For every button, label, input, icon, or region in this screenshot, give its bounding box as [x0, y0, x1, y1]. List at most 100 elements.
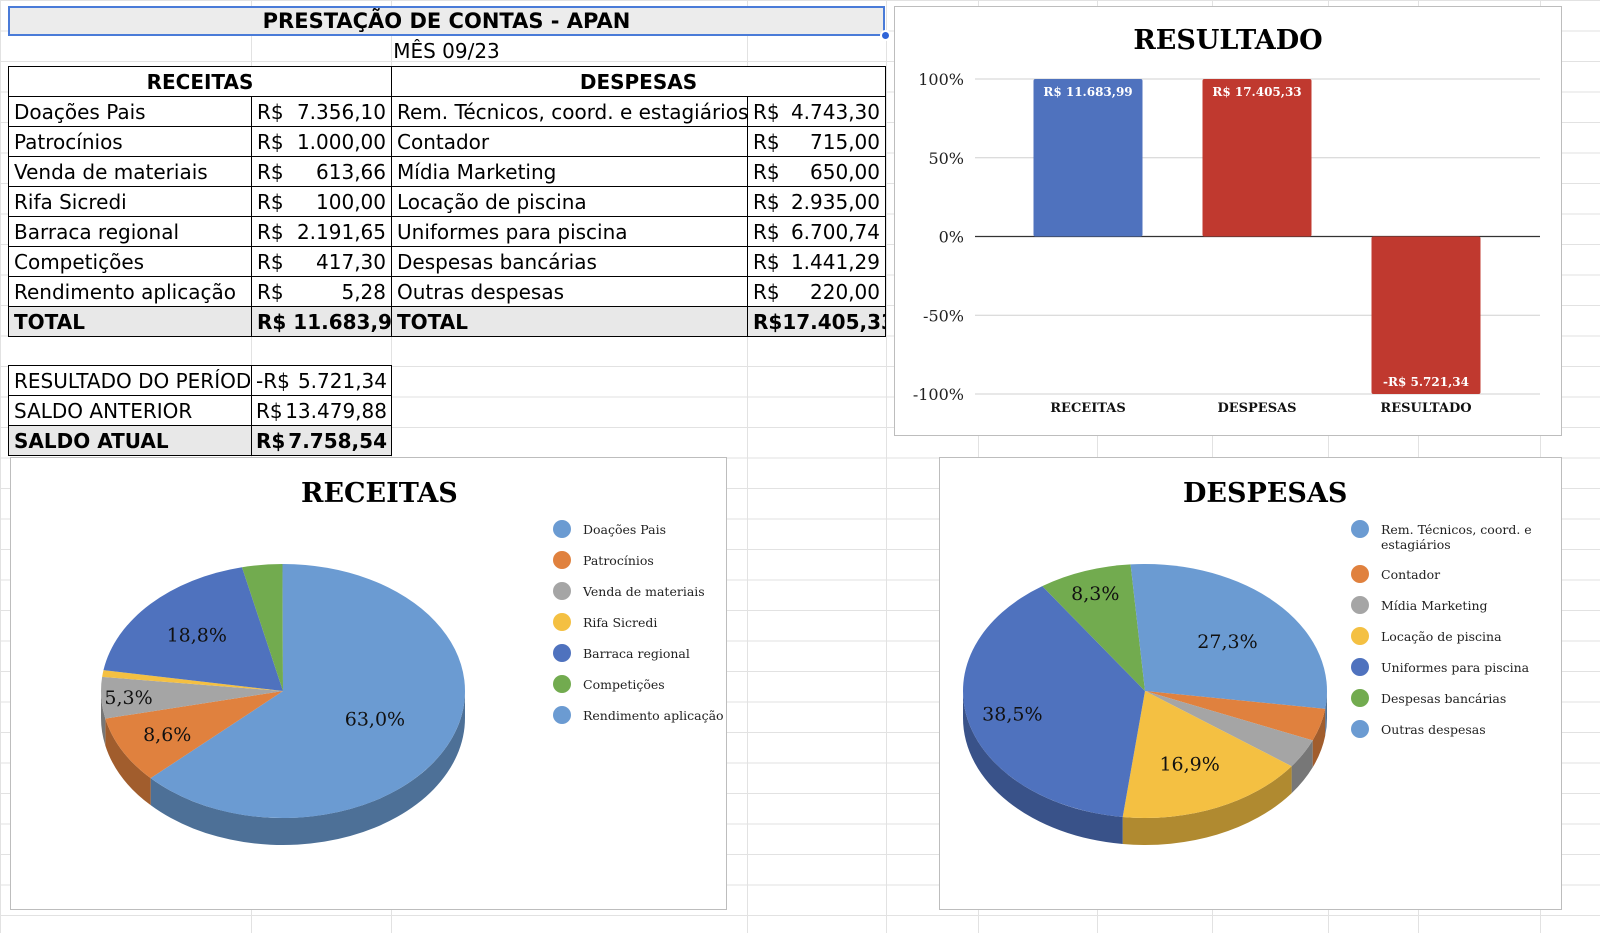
legend-item[interactable]: Patrocínios — [553, 551, 728, 569]
selection-handle[interactable] — [880, 30, 891, 41]
despesa-label[interactable]: Uniformes para piscina — [391, 216, 748, 247]
receita-value[interactable]: R$ 613,66 — [251, 156, 392, 187]
summary-label[interactable]: SALDO ATUAL — [8, 425, 252, 456]
currency-symbol: R$ — [753, 220, 780, 244]
currency-symbol: R$ — [257, 250, 284, 274]
pie-slice-label: 8,3% — [1071, 583, 1119, 605]
currency-symbol: R$ — [257, 280, 284, 304]
y-tick-label: 50% — [928, 149, 964, 168]
summary-label[interactable]: SALDO ANTERIOR — [8, 395, 252, 426]
despesa-value[interactable]: R$ 1.441,29 — [747, 246, 886, 277]
despesa-value[interactable]: R$ 220,00 — [747, 276, 886, 307]
total-despesas-label[interactable]: TOTAL — [391, 306, 748, 337]
pie-slice — [282, 564, 283, 691]
currency-symbol: R$ — [753, 160, 780, 184]
amount: 6.700,74 — [790, 220, 880, 244]
summary-value[interactable]: R$ 7.758,54 — [251, 425, 392, 456]
receita-label[interactable]: Patrocínios — [8, 126, 252, 157]
despesa-value[interactable]: R$ 6.700,74 — [747, 216, 886, 247]
despesa-value[interactable]: R$ 715,00 — [747, 126, 886, 157]
amount: 220,00 — [810, 280, 880, 304]
pie-slice — [103, 567, 283, 691]
legend-swatch — [553, 582, 571, 600]
summary-value[interactable]: -R$ 5.721,34 — [251, 365, 392, 396]
receita-value[interactable]: R$ 7.356,10 — [251, 96, 392, 127]
currency-symbol: R$ — [256, 429, 286, 453]
receita-label[interactable]: Competições — [8, 246, 252, 277]
receita-value[interactable]: R$ 2.191,65 — [251, 216, 392, 247]
legend-item[interactable]: Outras despesas — [1351, 720, 1556, 738]
pie-slice — [241, 564, 283, 691]
legend-swatch — [1351, 689, 1369, 707]
receita-label[interactable]: Doações Pais — [8, 96, 252, 127]
legend-item[interactable]: Locação de piscina — [1351, 627, 1556, 645]
summary-label[interactable]: RESULTADO DO PERÍODO — [8, 365, 252, 396]
amount: 7.758,54 — [288, 429, 387, 453]
legend-item[interactable]: Contador — [1351, 565, 1556, 583]
summary-value[interactable]: R$ 13.479,88 — [251, 395, 392, 426]
legend-swatch — [553, 644, 571, 662]
receita-value[interactable]: R$ 100,00 — [251, 186, 392, 217]
legend-item[interactable]: Rendimento aplicação — [553, 706, 728, 724]
legend-label: Competições — [583, 677, 665, 692]
pie-slice — [1042, 564, 1145, 691]
legend-label: Patrocínios — [583, 553, 654, 568]
chart-title: RECEITAS — [301, 478, 458, 509]
despesa-label[interactable]: Outras despesas — [391, 276, 748, 307]
y-tick-label: 100% — [918, 70, 964, 89]
pie-slice — [1145, 564, 1327, 709]
total-receitas-value[interactable]: R$ 11.683,99 — [251, 306, 392, 337]
legend-item[interactable]: Barraca regional — [553, 644, 728, 662]
x-tick-label: DESPESAS — [1217, 401, 1296, 416]
despesa-label[interactable]: Locação de piscina — [391, 186, 748, 217]
despesa-value[interactable]: R$ 4.743,30 — [747, 96, 886, 127]
sheet-title-cell[interactable]: PRESTAÇÃO DE CONTAS - APAN — [8, 6, 885, 36]
pie-slice — [1130, 564, 1145, 691]
legend-swatch — [553, 520, 571, 538]
despesas-pie-chart[interactable]: DESPESAS 27,3% 16,9% 38,5% 8,3% Rem. Técnic… — [939, 457, 1562, 910]
receita-label[interactable]: Venda de materiais — [8, 156, 252, 187]
receita-label[interactable]: Barraca regional — [8, 216, 252, 247]
amount: 100,00 — [316, 190, 386, 214]
despesa-value[interactable]: R$ 2.935,00 — [747, 186, 886, 217]
total-receitas-label[interactable]: TOTAL — [8, 306, 252, 337]
month-cell[interactable]: MÊS 09/23 — [393, 39, 500, 63]
legend-item[interactable]: Uniformes para piscina — [1351, 658, 1556, 676]
receitas-header[interactable]: RECEITAS — [8, 66, 392, 97]
receita-value[interactable]: R$ 417,30 — [251, 246, 392, 277]
legend-item[interactable]: Mídia Marketing — [1351, 596, 1556, 614]
total-despesas-value[interactable]: R$17.405,33 — [747, 306, 886, 337]
y-tick-label: 0% — [939, 228, 964, 247]
legend-swatch — [1351, 720, 1369, 738]
legend-item[interactable]: Doações Pais — [553, 520, 728, 538]
y-tick-label: -50% — [923, 306, 964, 325]
receita-value[interactable]: R$ 5,28 — [251, 276, 392, 307]
receitas-pie-chart[interactable]: RECEITAS 63,0% 8,6% 5,3% 18,8% Doações Pais… — [10, 457, 727, 910]
legend-item[interactable]: Rifa Sicredi — [553, 613, 728, 631]
pie-slice — [963, 586, 1145, 818]
legend-item[interactable]: Venda de materiais — [553, 582, 728, 600]
despesa-label[interactable]: Rem. Técnicos, coord. e estagiários — [391, 96, 748, 127]
legend-item[interactable]: Rem. Técnicos, coord. e estagiários — [1351, 520, 1556, 552]
despesa-label[interactable]: Contador — [391, 126, 748, 157]
bar — [1202, 79, 1312, 237]
amount: 13.479,88 — [285, 399, 387, 423]
despesa-label[interactable]: Despesas bancárias — [391, 246, 748, 277]
legend-label: Rem. Técnicos, coord. e estagiários — [1381, 522, 1532, 552]
despesa-label[interactable]: Mídia Marketing — [391, 156, 748, 187]
despesas-header[interactable]: DESPESAS — [391, 66, 886, 97]
pie-slice — [102, 670, 283, 691]
receita-label[interactable]: Rendimento aplicação — [8, 276, 252, 307]
resultado-chart[interactable]: RESULTADO 100% 50% 0% -50% -100% R$ 11.683,99… — [894, 6, 1562, 436]
legend-swatch — [1351, 565, 1369, 583]
receita-label[interactable]: Rifa Sicredi — [8, 186, 252, 217]
legend-item[interactable]: Competições — [553, 675, 728, 693]
pie-slice — [105, 691, 284, 779]
receita-value[interactable]: R$ 1.000,00 — [251, 126, 392, 157]
legend-label: Despesas bancárias — [1381, 691, 1507, 706]
despesa-value[interactable]: R$ 650,00 — [747, 156, 886, 187]
pie-slice-label: 18,8% — [167, 624, 227, 646]
legend-swatch — [553, 551, 571, 569]
legend-item[interactable]: Despesas bancárias — [1351, 689, 1556, 707]
legend-swatch — [1351, 596, 1369, 614]
